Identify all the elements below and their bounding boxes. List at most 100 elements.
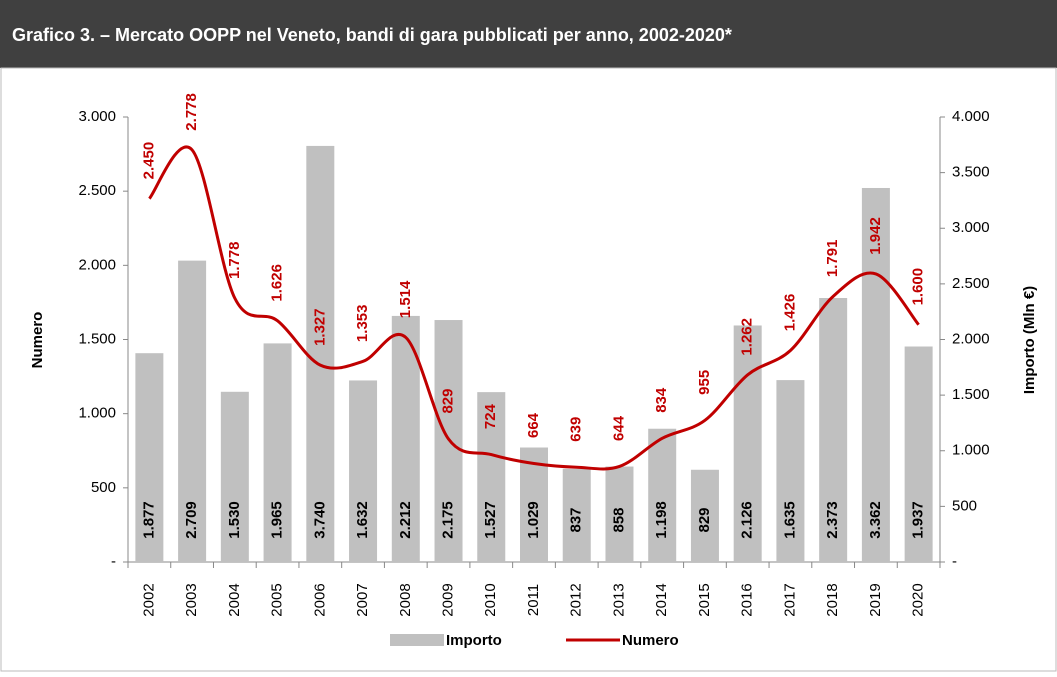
- line-label: 1.600: [910, 268, 927, 306]
- bar-label: 837: [568, 507, 585, 532]
- line-label: 1.262: [739, 318, 756, 356]
- line-label: 644: [610, 415, 627, 441]
- x-tick-label: 2009: [439, 583, 456, 616]
- bar: [776, 380, 805, 562]
- line-label: 1.791: [824, 240, 841, 278]
- y2-tick-label: -: [952, 553, 957, 570]
- y2-tick-label: 2.000: [952, 330, 990, 347]
- bar: [220, 391, 249, 562]
- line: [148, 145, 920, 471]
- y-tick-label: 2.000: [78, 256, 116, 273]
- header-bar: [0, 0, 1057, 68]
- bar-label: 1.877: [140, 501, 157, 539]
- chart-title: Grafico 3. – Mercato OOPP nel Veneto, ba…: [12, 25, 732, 45]
- x-tick-label: 2010: [482, 583, 499, 616]
- bar-label: 1.965: [269, 501, 286, 539]
- bar-label: 1.632: [354, 501, 371, 539]
- line-label: 724: [482, 403, 499, 429]
- x-tick-label: 2007: [354, 583, 371, 616]
- x-tick-label: 2019: [867, 583, 884, 616]
- line-label: 2.450: [140, 142, 157, 180]
- bar-label: 829: [696, 507, 713, 532]
- bar: [178, 260, 207, 562]
- x-tick-label: 2014: [653, 583, 670, 616]
- line-label: 2.778: [183, 93, 200, 131]
- y2-tick-label: 3.500: [952, 164, 990, 181]
- y2-axis-title: Importo (Mln €): [1021, 286, 1038, 394]
- bar: [263, 343, 292, 562]
- x-tick-label: 2015: [696, 583, 713, 616]
- x-tick-label: 2018: [824, 583, 841, 616]
- bar: [520, 447, 548, 562]
- legend-label: Importo: [446, 632, 502, 649]
- bar-label: 1.530: [226, 501, 243, 539]
- line-label: 1.778: [226, 241, 243, 279]
- y-tick-label: 500: [91, 479, 116, 496]
- x-tick-label: 2005: [269, 583, 286, 616]
- frame: [0, 67, 1057, 672]
- bar-label: 1.527: [482, 501, 499, 539]
- y-tick-label: 1.500: [78, 330, 116, 347]
- bar-label: 2.126: [739, 501, 756, 539]
- line-label: 664: [525, 412, 542, 438]
- bar-label: 2.373: [824, 501, 841, 539]
- y-tick-label: 2.500: [78, 182, 116, 199]
- y-axis-title: Numero: [29, 312, 46, 369]
- bar-label: 2.175: [439, 501, 456, 539]
- line-label: 1.626: [269, 264, 286, 302]
- bar: [562, 468, 591, 562]
- x-tick-label: 2002: [140, 583, 157, 616]
- y2-tick-label: 4.000: [952, 108, 990, 125]
- line-label: 1.942: [867, 217, 884, 255]
- y-tick-label: 3.000: [78, 108, 116, 125]
- line-label: 829: [439, 389, 456, 414]
- x-tick-label: 2011: [525, 584, 542, 616]
- bar-label: 1.029: [525, 501, 542, 539]
- bar-label: 1.937: [910, 501, 927, 539]
- bar: [605, 466, 634, 562]
- x-tick-label: 2016: [739, 583, 756, 616]
- bar-label: 858: [610, 507, 627, 532]
- x-tick-label: 2020: [910, 583, 927, 616]
- bar: [135, 353, 164, 562]
- x-tick-label: 2017: [781, 583, 798, 616]
- bar: [349, 380, 378, 562]
- line-label: 1.426: [781, 294, 798, 332]
- line-label: 1.514: [397, 280, 414, 318]
- x-tick-label: 2006: [311, 583, 328, 616]
- y2-tick-label: 500: [952, 497, 977, 514]
- bar: [861, 187, 890, 563]
- line-label: 955: [696, 370, 713, 395]
- legend-label: Numero: [622, 632, 679, 649]
- y2-tick-label: 3.000: [952, 219, 990, 236]
- bar: [819, 298, 848, 562]
- bar-label: 2.709: [183, 501, 200, 539]
- bar: [306, 145, 335, 563]
- x-tick-label: 2008: [397, 583, 414, 616]
- bar-label: 2.212: [397, 501, 414, 539]
- line-label: 1.353: [354, 305, 371, 343]
- x-tick-label: 2013: [610, 583, 627, 616]
- bar: [477, 392, 506, 562]
- y2-tick-label: 1.500: [952, 386, 990, 403]
- bar: [690, 469, 719, 562]
- bar: [648, 428, 677, 562]
- line-label: 639: [568, 417, 585, 442]
- bar: [733, 325, 762, 562]
- bar-label: 1.635: [781, 501, 798, 539]
- bar-label: 3.362: [867, 501, 884, 539]
- line-label: 1.327: [311, 308, 328, 346]
- x-tick-label: 2003: [183, 583, 200, 616]
- bar: [904, 346, 933, 562]
- legend-swatch: [390, 634, 444, 646]
- bar-label: 3.740: [311, 501, 328, 539]
- y-tick-label: 1.000: [78, 405, 116, 422]
- bar-label: 1.198: [653, 501, 670, 539]
- x-tick-label: 2012: [568, 583, 585, 616]
- bar: [391, 315, 420, 562]
- line-label: 834: [653, 387, 670, 413]
- y2-tick-label: 1.000: [952, 442, 990, 459]
- y-tick-label: -: [111, 553, 116, 570]
- y2-tick-label: 2.500: [952, 275, 990, 292]
